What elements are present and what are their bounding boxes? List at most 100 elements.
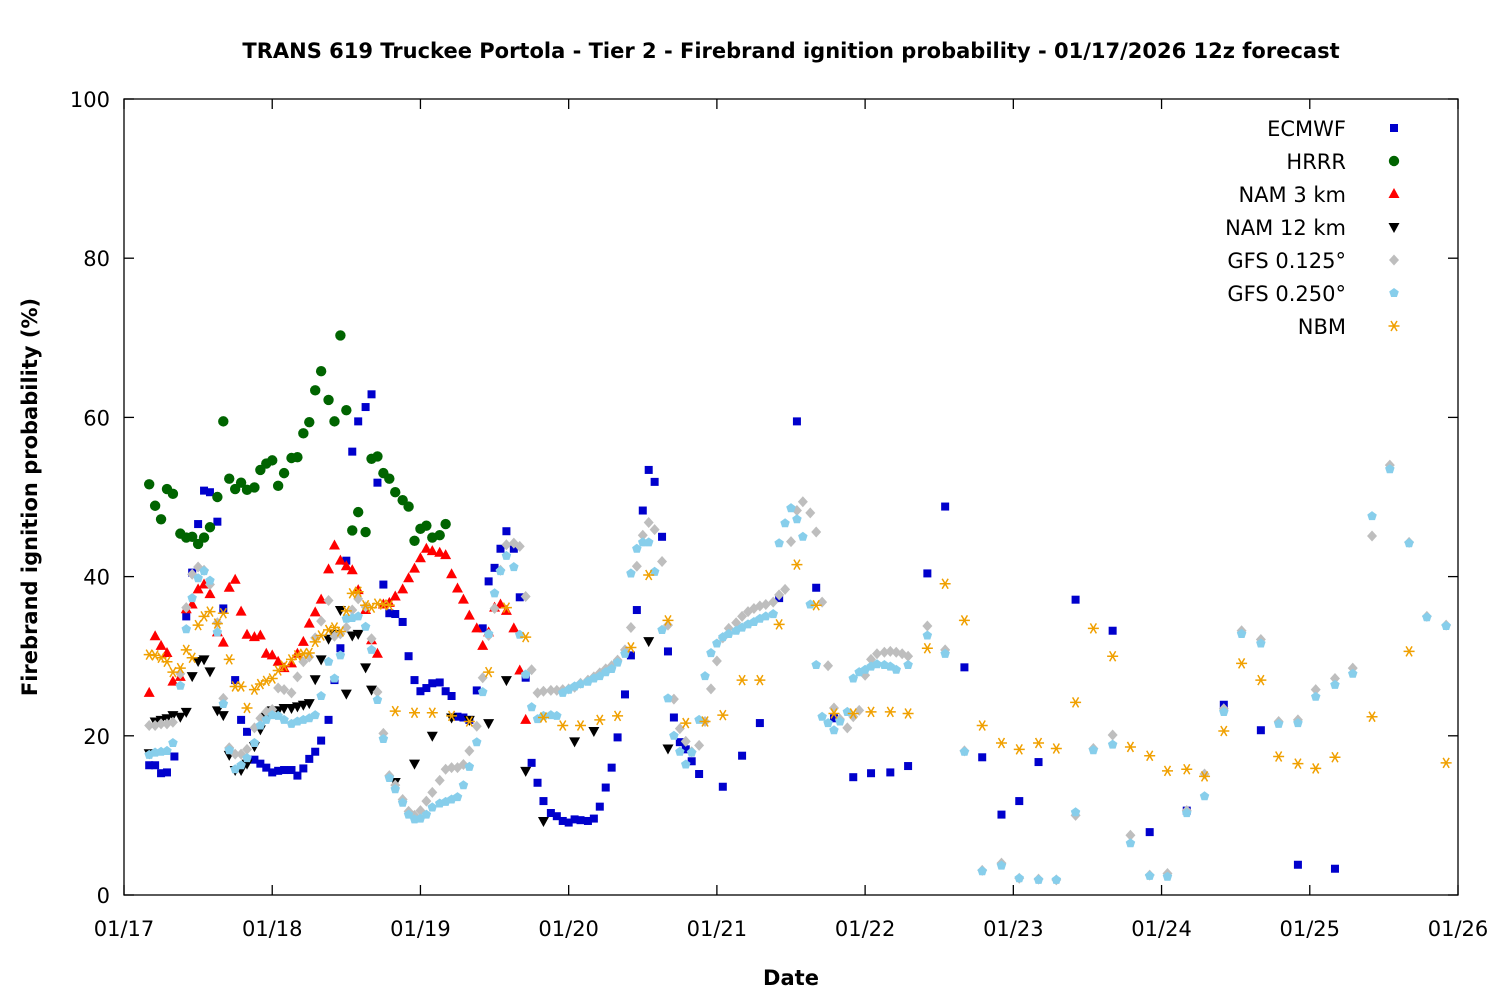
- data-point: [315, 630, 327, 641]
- data-point: [575, 720, 587, 731]
- legend-label: NBM: [1298, 315, 1346, 339]
- data-point: [204, 588, 216, 599]
- data-point: [299, 764, 308, 773]
- data-point: [385, 609, 394, 618]
- data-point: [625, 622, 636, 634]
- data-point: [959, 746, 970, 756]
- data-point: [237, 715, 246, 724]
- data-point: [410, 676, 419, 685]
- data-point: [297, 635, 309, 646]
- data-point: [812, 583, 821, 592]
- data-point: [434, 530, 445, 541]
- series-nbm: [143, 559, 1452, 782]
- data-point: [409, 707, 421, 719]
- data-point: [447, 692, 456, 700]
- data-point: [849, 773, 858, 782]
- data-point: [280, 766, 289, 775]
- data-point: [761, 611, 771, 621]
- legend-marker: [1389, 254, 1399, 266]
- data-point: [477, 672, 488, 684]
- data-point: [760, 598, 771, 610]
- data-point: [644, 537, 654, 547]
- data-point: [537, 712, 549, 723]
- y-tick-label: 40: [83, 566, 110, 590]
- data-point: [143, 649, 155, 660]
- data-point: [657, 624, 667, 634]
- data-point: [891, 664, 901, 674]
- data-point: [446, 710, 458, 722]
- data-point: [372, 686, 383, 698]
- data-point: [625, 642, 637, 653]
- data-point: [828, 702, 839, 714]
- data-point: [940, 648, 950, 658]
- data-point: [434, 774, 445, 786]
- data-point: [662, 744, 674, 755]
- data-point: [175, 680, 186, 690]
- data-point: [249, 482, 260, 493]
- data-point: [272, 655, 284, 666]
- data-point: [798, 531, 808, 541]
- data-point: [829, 725, 839, 735]
- data-point: [241, 628, 253, 639]
- data-point: [248, 684, 260, 696]
- data-point: [440, 518, 451, 530]
- data-point: [292, 671, 303, 683]
- data-point: [371, 598, 383, 610]
- data-point: [886, 768, 895, 777]
- data-point: [1051, 874, 1062, 884]
- data-point: [151, 761, 160, 770]
- data-point: [477, 687, 488, 697]
- data-point: [421, 520, 432, 531]
- data-point: [372, 451, 383, 462]
- data-point: [224, 473, 235, 484]
- data-point: [520, 631, 532, 643]
- data-point: [458, 780, 469, 790]
- data-point: [187, 593, 197, 603]
- data-point: [309, 606, 321, 617]
- data-point: [463, 716, 475, 727]
- data-point: [490, 563, 499, 572]
- data-point: [229, 573, 241, 584]
- data-point: [570, 815, 579, 824]
- legend-marker: [1389, 288, 1399, 297]
- data-point: [1441, 621, 1451, 630]
- data-point: [755, 719, 764, 728]
- data-point: [520, 766, 532, 777]
- data-point: [224, 745, 234, 755]
- data-point: [1256, 726, 1265, 735]
- x-tick-label: 01/17: [94, 917, 155, 941]
- data-point: [1218, 725, 1230, 737]
- data-point: [588, 727, 600, 738]
- data-point: [552, 710, 562, 720]
- data-point: [348, 447, 357, 456]
- data-point: [155, 639, 167, 650]
- data-point: [649, 566, 660, 576]
- data-point: [872, 659, 882, 669]
- data-point: [389, 590, 401, 601]
- data-point: [366, 685, 378, 696]
- data-point: [538, 685, 549, 697]
- data-point: [286, 687, 297, 699]
- data-point: [1071, 595, 1080, 604]
- x-tick-label: 01/20: [538, 917, 599, 941]
- data-point: [317, 736, 326, 745]
- data-point: [361, 403, 370, 412]
- legend-label: ECMWF: [1267, 117, 1346, 141]
- data-point: [334, 626, 346, 637]
- data-point: [792, 417, 801, 426]
- data-point: [576, 816, 585, 825]
- data-point: [811, 660, 821, 669]
- data-point: [558, 816, 567, 825]
- data-point: [403, 809, 414, 819]
- data-point: [304, 416, 315, 428]
- legend-label: HRRR: [1286, 150, 1346, 174]
- data-point: [1033, 874, 1044, 884]
- data-point: [805, 599, 815, 609]
- data-point: [409, 535, 420, 546]
- data-point: [1366, 711, 1378, 723]
- data-point: [384, 773, 395, 782]
- data-point: [279, 714, 289, 724]
- data-point: [847, 708, 859, 719]
- data-point: [149, 630, 161, 641]
- data-point: [457, 593, 469, 604]
